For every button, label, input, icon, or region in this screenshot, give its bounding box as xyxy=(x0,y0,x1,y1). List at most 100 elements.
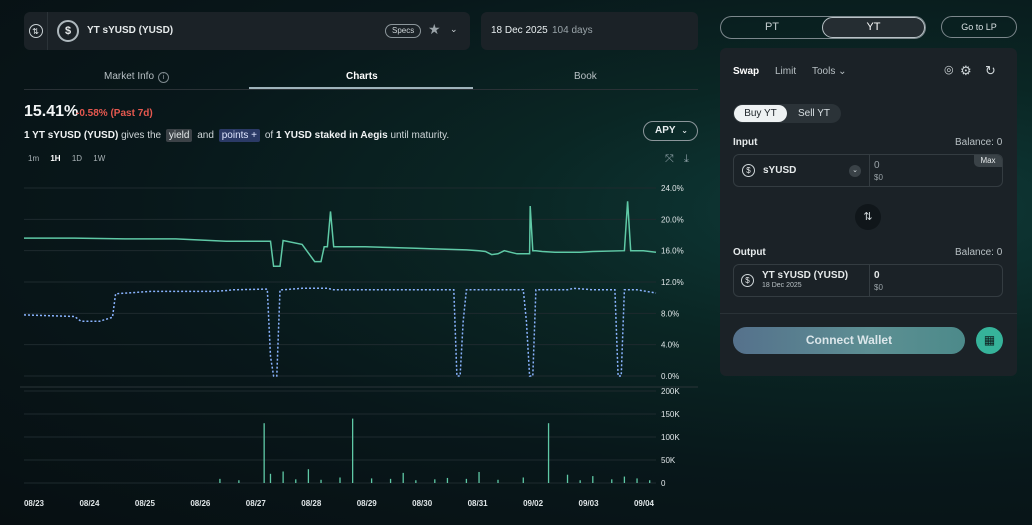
tab-book[interactable]: Book xyxy=(574,71,597,82)
vol-tick-label: 100K xyxy=(661,433,680,442)
swap-arrows-icon: ⇅ xyxy=(863,211,873,223)
apy-chart: 24.0% 20.0% 16.0% 12.0% 8.0% 4.0% 0.0% 200K 150K… xyxy=(20,184,698,508)
sell-button[interactable]: Sell YT xyxy=(797,108,831,119)
tab-limit[interactable]: Limit xyxy=(775,66,797,77)
tab-swap[interactable]: Swap xyxy=(733,66,760,77)
x-tick-label: 08/24 xyxy=(79,499,100,508)
points-tag[interactable]: points + xyxy=(218,129,261,142)
swap-panel: Swap Limit Tools ⌄ ◎ ⚙ ↻ Buy YT Sell YT … xyxy=(720,48,1017,376)
metric-select-label: APY xyxy=(655,125,676,136)
output-balance: Balance: 0 xyxy=(955,247,1003,258)
max-button[interactable]: Max xyxy=(974,155,1002,167)
x-tick-label: 08/28 xyxy=(301,499,322,508)
maturity-date: 18 Dec 2025 xyxy=(491,25,548,36)
favorite-star-icon[interactable]: ★ xyxy=(428,21,441,37)
y-tick-label: 20.0% xyxy=(661,215,684,224)
go-to-lp-button[interactable]: Go to LP xyxy=(941,16,1017,38)
x-tick-label: 09/03 xyxy=(579,499,600,508)
x-tick-label: 08/23 xyxy=(24,499,45,508)
x-tick-label: 09/02 xyxy=(523,499,544,508)
range-1d[interactable]: 1D xyxy=(71,154,83,163)
back-button[interactable]: ⇅ xyxy=(24,12,48,50)
output-token-date: 18 Dec 2025 xyxy=(762,282,802,289)
buy-button[interactable]: Buy YT xyxy=(734,105,787,122)
chevron-down-icon[interactable]: ⌄ xyxy=(450,24,458,34)
tab-charts[interactable]: Charts xyxy=(346,71,378,82)
token-select-button[interactable]: ⌄ xyxy=(849,165,861,177)
download-icon[interactable]: ⤓ xyxy=(684,153,689,165)
info-icon: i xyxy=(158,72,170,83)
divider xyxy=(720,313,1017,314)
route-icon[interactable]: ◎ xyxy=(944,64,954,76)
time-range-selector: 1m 1H 1D 1W xyxy=(28,154,114,163)
y-tick-label: 24.0% xyxy=(661,184,684,193)
vol-tick-label: 150K xyxy=(661,410,680,419)
specs-button[interactable]: Specs xyxy=(385,24,422,38)
apy-change: -0.58% (Past 7d) xyxy=(76,108,153,119)
output-usd-value: $0 xyxy=(874,283,883,292)
market-name: YT sYUSD (YUSD) xyxy=(87,25,174,36)
x-tick-label: 09/04 xyxy=(634,499,655,508)
gear-icon[interactable]: ⚙ xyxy=(960,63,972,78)
y-tick-label: 0.0% xyxy=(661,372,679,381)
x-tick-label: 08/25 xyxy=(135,499,156,508)
active-tab-underline xyxy=(249,87,473,89)
series-line-implied-apy xyxy=(24,201,657,268)
output-token-name: YT sYUSD (YUSD) xyxy=(762,270,849,281)
connect-wallet-button[interactable]: Connect Wallet xyxy=(733,327,965,354)
vol-tick-label: 50K xyxy=(661,456,676,465)
range-1h[interactable]: 1H xyxy=(50,154,61,163)
token-icon: $ xyxy=(741,274,754,287)
series-line-underlying-apy xyxy=(23,287,657,377)
x-tick-label: 08/30 xyxy=(412,499,433,508)
vol-tick-label: 200K xyxy=(661,387,680,396)
divider xyxy=(869,155,870,186)
refresh-icon[interactable]: ↻ xyxy=(985,63,996,78)
desc-underlying: 1 YUSD staked in Aegis xyxy=(275,130,388,141)
x-tick-label: 08/26 xyxy=(190,499,211,508)
divider xyxy=(869,265,870,296)
y-tick-label: 4.0% xyxy=(661,341,679,350)
swap-direction-button[interactable]: ⇅ xyxy=(855,204,881,230)
market-logo-icon: $ xyxy=(57,20,79,42)
toggle-yt[interactable]: YT xyxy=(822,17,925,38)
chevron-down-icon: ⌄ xyxy=(681,126,688,135)
token-icon: $ xyxy=(742,164,755,177)
market-description: 1 YT sYUSD (YUSD) gives the yield and po… xyxy=(24,129,450,142)
output-label: Output xyxy=(733,247,766,258)
buy-sell-toggle: Buy YT Sell YT xyxy=(733,104,841,123)
desc-text: and xyxy=(197,130,214,141)
vol-tick-label: 0 xyxy=(661,479,666,488)
x-tick-label: 08/31 xyxy=(468,499,489,508)
y-tick-label: 16.0% xyxy=(661,247,684,256)
days-left: 104 days xyxy=(552,25,593,36)
yield-tag[interactable]: yield xyxy=(165,129,193,142)
pt-yt-toggle: PT YT xyxy=(720,16,926,39)
y-tick-label: 12.0% xyxy=(661,278,684,287)
apy-value: 15.41% xyxy=(24,103,79,120)
tab-market-info[interactable]: Market Info i xyxy=(104,71,170,83)
input-amount[interactable]: 0 xyxy=(874,160,880,171)
input-label: Input xyxy=(733,137,758,148)
output-field: $ YT sYUSD (YUSD) 18 Dec 2025 0 $0 xyxy=(733,264,1003,297)
market-header: ⇅ $ YT sYUSD (YUSD) Specs ★ ⌄ xyxy=(24,12,470,50)
x-tick-label: 08/29 xyxy=(357,499,378,508)
input-usd-value: $0 xyxy=(874,173,883,182)
calculator-icon[interactable]: ▦ xyxy=(976,327,1003,354)
expand-icon[interactable]: ⤧ xyxy=(665,153,674,165)
tab-tools-label: Tools xyxy=(812,66,836,77)
output-amount: 0 xyxy=(874,270,880,281)
toggle-pt[interactable]: PT xyxy=(764,21,780,33)
desc-asset-yt: 1 YT sYUSD (YUSD) xyxy=(24,130,119,141)
x-tick-label: 08/27 xyxy=(246,499,267,508)
metric-select[interactable]: APY ⌄ xyxy=(643,121,698,141)
range-1m[interactable]: 1m xyxy=(28,154,40,163)
desc-text: of xyxy=(264,130,274,141)
input-balance: Balance: 0 xyxy=(955,137,1003,148)
range-1w[interactable]: 1W xyxy=(93,154,106,163)
input-field[interactable]: $ sYUSD ⌄ 0 $0 Max xyxy=(733,154,1003,187)
main-tabs: Market Info i Charts Book xyxy=(24,62,698,90)
tab-tools[interactable]: Tools ⌄ xyxy=(812,66,847,77)
desc-text: until maturity. xyxy=(390,130,450,141)
maturity-bar[interactable]: 18 Dec 2025 104 days xyxy=(481,12,698,50)
